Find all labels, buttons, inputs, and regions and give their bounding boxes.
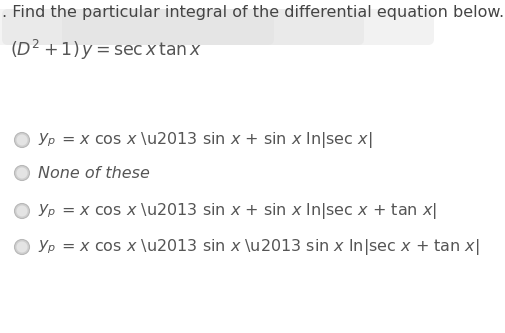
Text: = $x$ cos $x$ \u2013 sin $x$ + sin $x$ ln|sec $x$|: = $x$ cos $x$ \u2013 sin $x$ + sin $x$ l… <box>56 130 373 150</box>
Circle shape <box>17 241 27 252</box>
FancyBboxPatch shape <box>62 9 274 45</box>
Text: None of these: None of these <box>38 166 150 180</box>
Circle shape <box>17 135 27 146</box>
Text: = $x$ cos $x$ \u2013 sin $x$ \u2013 sin $x$ ln|sec $x$ + tan $x$|: = $x$ cos $x$ \u2013 sin $x$ \u2013 sin … <box>56 237 480 257</box>
Text: . Find the particular integral of the differential equation below.: . Find the particular integral of the di… <box>2 5 504 20</box>
Text: $y_p$: $y_p$ <box>38 202 57 220</box>
Circle shape <box>17 205 27 216</box>
Text: $y_p$: $y_p$ <box>38 238 57 256</box>
Text: $(D^2 + 1)\,y = \mathrm{sec}\,x\,\mathrm{tan}\,x$: $(D^2 + 1)\,y = \mathrm{sec}\,x\,\mathrm… <box>10 38 202 62</box>
Circle shape <box>15 239 29 254</box>
FancyBboxPatch shape <box>2 9 434 45</box>
Text: $y_p$: $y_p$ <box>38 131 57 149</box>
Circle shape <box>15 166 29 180</box>
FancyBboxPatch shape <box>0 9 364 45</box>
Circle shape <box>17 167 27 178</box>
Circle shape <box>15 133 29 148</box>
Circle shape <box>15 203 29 218</box>
Text: = $x$ cos $x$ \u2013 sin $x$ + sin $x$ ln|sec $x$ + tan $x$|: = $x$ cos $x$ \u2013 sin $x$ + sin $x$ l… <box>56 201 437 221</box>
